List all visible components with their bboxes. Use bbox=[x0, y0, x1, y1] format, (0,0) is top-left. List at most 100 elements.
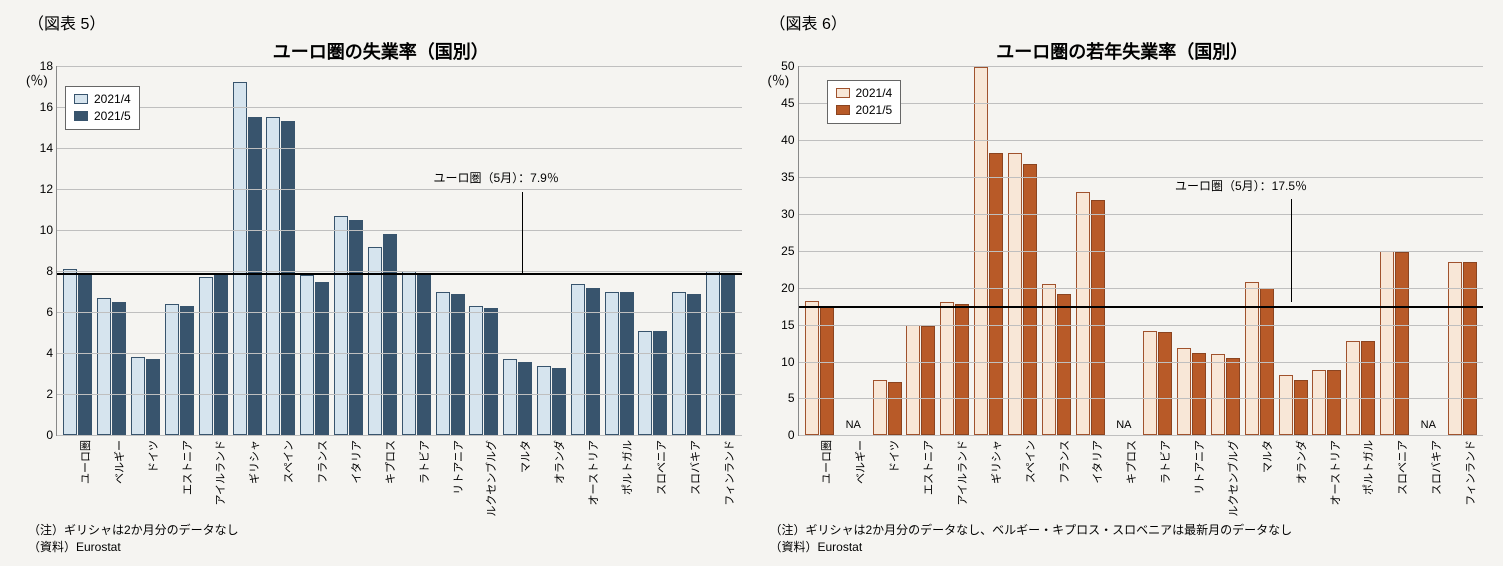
x-label-wrap: フィンランド bbox=[1445, 438, 1479, 516]
reference-annotation: ユーロ圏（5月）：7.9％ bbox=[433, 169, 558, 186]
reference-annotation: ユーロ圏（5月）：17.5％ bbox=[1175, 177, 1307, 194]
bar bbox=[518, 362, 532, 436]
bar bbox=[248, 117, 262, 435]
bar bbox=[1143, 331, 1157, 436]
footnote-line: （注）ギリシャは2か月分のデータなし bbox=[28, 522, 742, 539]
na-label: NA bbox=[1411, 419, 1445, 431]
bar bbox=[451, 294, 465, 436]
y-tick-label: 10 bbox=[769, 355, 795, 369]
x-label-wrap: ユーロ圏 bbox=[802, 438, 836, 516]
y-tick-label: 10 bbox=[27, 223, 53, 237]
bar bbox=[1245, 282, 1259, 436]
bar bbox=[503, 359, 517, 435]
x-tick-label: ラトビア bbox=[1157, 440, 1173, 484]
footnote-line: （注）ギリシャは2か月分のデータなし、ベルギー・キプロス・スロベニアは最新月のデ… bbox=[770, 522, 1484, 539]
y-tick-label: 4 bbox=[27, 346, 53, 360]
x-label-wrap: アイルランド bbox=[196, 438, 230, 516]
legend-label: 2021/5 bbox=[94, 108, 131, 125]
annotation-arrow bbox=[522, 192, 523, 273]
x-label-wrap: マルタ bbox=[1242, 438, 1276, 516]
chart-panel-right: （図表 6） ユーロ圏の若年失業率（国別） (％) 2021/42021/5 N… bbox=[762, 10, 1484, 556]
bar-group bbox=[264, 66, 298, 435]
x-tick-label: スロベニア bbox=[1394, 440, 1410, 495]
x-label-wrap: ベルギー bbox=[835, 438, 869, 516]
legend-swatch bbox=[836, 105, 850, 115]
x-tick-label: フランス bbox=[314, 440, 330, 484]
bar-group bbox=[704, 66, 738, 435]
grid-line bbox=[799, 177, 1484, 178]
x-label-wrap: ラトビア bbox=[399, 438, 433, 516]
bar-group bbox=[568, 66, 602, 435]
reference-line bbox=[57, 273, 742, 275]
grid-line bbox=[799, 214, 1484, 215]
x-label-wrap: オランダ bbox=[1276, 438, 1310, 516]
chart-wrap: (％) 2021/42021/5 NANANA 0510152025303540… bbox=[762, 66, 1484, 516]
x-tick-label: リトアニア bbox=[1191, 440, 1207, 495]
bar bbox=[349, 220, 363, 435]
x-tick-label: ルクセンブルグ bbox=[483, 440, 499, 517]
bar bbox=[940, 302, 954, 435]
y-tick-label: 18 bbox=[27, 59, 53, 73]
x-label-wrap: ドイツ bbox=[869, 438, 903, 516]
grid-line bbox=[57, 189, 742, 190]
bar bbox=[131, 357, 145, 435]
x-labels: ユーロ圏ベルギードイツエストニアアイルランドギリシャスペインフランスイタリアキプ… bbox=[798, 438, 1484, 516]
bar bbox=[906, 325, 920, 436]
bar bbox=[1361, 341, 1375, 436]
x-tick-label: マルタ bbox=[1259, 440, 1275, 473]
bar bbox=[78, 273, 92, 435]
na-label: NA bbox=[836, 419, 870, 431]
x-tick-label: ユーロ圏 bbox=[818, 440, 834, 484]
x-tick-label: ベルギー bbox=[852, 440, 868, 484]
x-tick-label: ギリシャ bbox=[246, 440, 262, 484]
legend: 2021/42021/5 bbox=[827, 80, 902, 124]
x-tick-label: ポルトガル bbox=[619, 440, 635, 495]
x-tick-label: ドイツ bbox=[886, 440, 902, 473]
x-label-wrap: スロベニア bbox=[1377, 438, 1411, 516]
x-tick-label: フランス bbox=[1056, 440, 1072, 484]
na-label: NA bbox=[1107, 419, 1141, 431]
bar bbox=[1346, 341, 1360, 436]
x-label-wrap: マルタ bbox=[500, 438, 534, 516]
x-tick-label: リトアニア bbox=[450, 440, 466, 495]
bar bbox=[1023, 164, 1037, 436]
y-tick-label: 15 bbox=[769, 318, 795, 332]
y-tick-label: 14 bbox=[27, 141, 53, 155]
grid-line bbox=[57, 353, 742, 354]
x-tick-label: エストニア bbox=[179, 440, 195, 495]
x-tick-label: マルタ bbox=[517, 440, 533, 473]
y-tick-label: 45 bbox=[769, 96, 795, 110]
y-tick-label: 12 bbox=[27, 182, 53, 196]
x-label-wrap: ポルトガル bbox=[602, 438, 636, 516]
chart-panel-left: （図表 5） ユーロ圏の失業率（国別） (％) 2021/42021/5 024… bbox=[20, 10, 742, 556]
bar bbox=[97, 298, 111, 436]
x-tick-label: キプロス bbox=[382, 440, 398, 484]
x-label-wrap: スペイン bbox=[263, 438, 297, 516]
chart-wrap: (％) 2021/42021/5 024681012141618ユーロ圏（5月）… bbox=[20, 66, 742, 516]
footnotes: （注）ギリシャは2か月分のデータなし、ベルギー・キプロス・スロベニアは最新月のデ… bbox=[762, 522, 1484, 556]
grid-line bbox=[799, 435, 1484, 436]
chart-title: ユーロ圏の若年失業率（国別） bbox=[762, 38, 1484, 64]
bar-group bbox=[467, 66, 501, 435]
x-label-wrap: ラトビア bbox=[1140, 438, 1174, 516]
x-label-wrap: キプロス bbox=[365, 438, 399, 516]
x-label-wrap: フィンランド bbox=[704, 438, 738, 516]
x-tick-label: ドイツ bbox=[145, 440, 161, 473]
x-label-wrap: リトアニア bbox=[1174, 438, 1208, 516]
x-tick-label: エストニア bbox=[920, 440, 936, 495]
x-label-wrap: イタリア bbox=[331, 438, 365, 516]
bar bbox=[436, 292, 450, 436]
bar bbox=[1211, 354, 1225, 435]
footnote-line: （資料）Eurostat bbox=[28, 539, 742, 556]
y-tick-label: 25 bbox=[769, 244, 795, 258]
bar bbox=[180, 306, 194, 435]
bar bbox=[1008, 153, 1022, 435]
bar bbox=[1380, 251, 1394, 436]
y-tick-label: 35 bbox=[769, 170, 795, 184]
grid-line bbox=[799, 325, 1484, 326]
legend-swatch bbox=[836, 88, 850, 98]
x-tick-label: オーストリア bbox=[585, 440, 601, 505]
plot-area: 2021/42021/5 024681012141618ユーロ圏（5月）：7.9… bbox=[56, 66, 742, 436]
x-tick-label: アイルランド bbox=[954, 440, 970, 505]
footnotes: （注）ギリシャは2か月分のデータなし （資料）Eurostat bbox=[20, 522, 742, 556]
